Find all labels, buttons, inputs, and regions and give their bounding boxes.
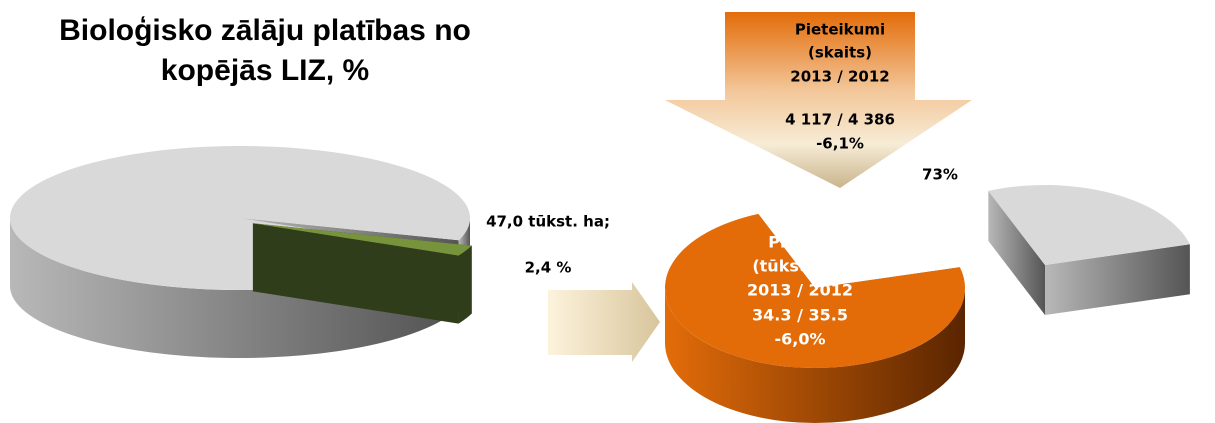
callout-text: 4 117 / 4 386 <box>785 111 895 129</box>
pie-slice <box>252 223 472 256</box>
value-label: 2,4 % <box>525 259 572 277</box>
right-arrow <box>548 282 660 362</box>
pie-wall <box>1045 244 1190 315</box>
pie-slice <box>988 184 1190 265</box>
callout-text: (skaits) <box>808 44 872 62</box>
title-line: Bioloģisko zālāju platības no <box>59 14 471 47</box>
annotation: (tūkst. ha) <box>752 257 847 276</box>
annotation: 34.3 / 35.5 <box>752 306 848 325</box>
pie-wall <box>988 190 1045 315</box>
pie-side <box>665 288 965 423</box>
pies <box>10 145 1190 423</box>
pie-slice <box>665 213 965 368</box>
down-arrow <box>665 12 972 188</box>
callout-text: -6,1% <box>816 135 864 153</box>
title-line: kopējās LIZ, % <box>161 54 369 87</box>
callout-text: 2013 / 2012 <box>790 68 889 86</box>
callout-text: Pieteikumi <box>795 21 885 39</box>
annotation: Platība <box>768 233 831 252</box>
pie-side <box>10 218 446 358</box>
annotation: 2013 / 2012 <box>747 281 853 300</box>
pie-wall <box>252 223 459 324</box>
annotation: -6,0% <box>774 330 825 349</box>
pie-side <box>458 245 472 324</box>
value-label: 73% <box>922 166 958 184</box>
annotation: 47,0 tūkst. ha; <box>486 213 610 231</box>
